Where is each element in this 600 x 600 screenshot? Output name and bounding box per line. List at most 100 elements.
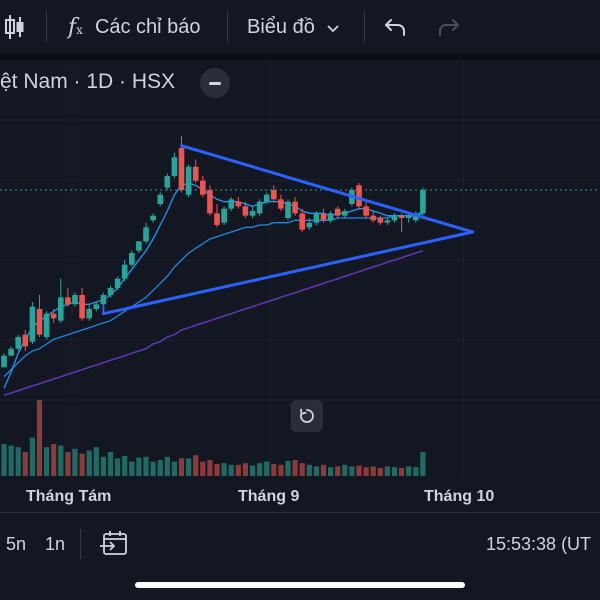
- candle-body: [65, 297, 71, 305]
- volume-bar: [150, 461, 156, 476]
- chart-type-dropdown[interactable]: Biểu đồ: [247, 0, 339, 54]
- minus-icon[interactable]: [200, 68, 230, 98]
- volume-bar: [58, 445, 64, 476]
- ma-mid-line: [3, 212, 424, 378]
- candle-body: [150, 215, 156, 221]
- volume-bar: [44, 447, 50, 476]
- candle-body: [334, 208, 341, 216]
- volume-bar: [342, 464, 348, 476]
- volume-bar: [186, 458, 192, 476]
- candle-body: [143, 227, 149, 242]
- volume-bar: [8, 445, 14, 476]
- ma-long-line: [3, 249, 424, 397]
- volume-bar: [214, 464, 220, 476]
- candle-body: [192, 166, 199, 181]
- range-5d-button[interactable]: 5n: [6, 534, 27, 554]
- top-toolbar: fx Các chỉ báo Biểu đồ: [0, 0, 600, 54]
- volume-bar: [399, 468, 405, 476]
- volume-bar: [257, 463, 263, 476]
- range-1m-button[interactable]: 1n: [45, 534, 66, 554]
- volume-bar: [79, 453, 85, 476]
- volume-bar: [235, 464, 241, 476]
- volume-bar: [242, 463, 248, 476]
- candle-body: [391, 215, 398, 221]
- volume-bar: [1, 444, 7, 476]
- undo-icon[interactable]: [384, 0, 406, 54]
- candle-body: [79, 295, 85, 319]
- clock-readout: 15:53:38 (UT: [486, 534, 592, 554]
- candle-body: [1, 355, 7, 368]
- volume-bar: [143, 456, 149, 476]
- volume-bar: [285, 460, 291, 476]
- volume-bar: [413, 467, 419, 476]
- indicators-label: Các chỉ báo: [94, 15, 201, 38]
- volume-bar: [22, 452, 28, 476]
- candle-body: [398, 215, 405, 218]
- candle-body: [93, 304, 100, 309]
- volume-bar: [228, 464, 234, 476]
- candle-body: [129, 253, 135, 265]
- volume-bar: [207, 460, 213, 476]
- candle-body: [342, 211, 348, 216]
- volume-bar: [29, 437, 35, 476]
- volume-bar: [115, 458, 121, 476]
- volume-bar: [384, 466, 390, 476]
- volume-bar: [328, 467, 334, 476]
- triangle-lower-line: [101, 230, 475, 316]
- volume-bar: [136, 457, 142, 476]
- x-axis-label: Tháng Tám: [26, 488, 112, 505]
- volume-bar: [221, 463, 227, 476]
- candle-body: [292, 201, 298, 214]
- volume-bar: [36, 400, 43, 476]
- bottom-separator: [0, 512, 600, 513]
- volume-bar: [320, 464, 327, 476]
- candle-body: [58, 297, 64, 321]
- volume-bar: [420, 452, 426, 476]
- bottom-bar: 5n 1n 15:53:38 (UT: [0, 513, 600, 571]
- indicators-button[interactable]: fx Các chỉ báo: [68, 0, 201, 54]
- candle-body: [200, 180, 206, 195]
- volume-bar: [349, 466, 355, 476]
- candle-body: [114, 278, 121, 288]
- candle-body: [171, 157, 178, 176]
- volume-bar: [264, 461, 270, 476]
- volume-bar: [178, 458, 185, 476]
- candle-body: [242, 206, 249, 216]
- candles: [1, 136, 426, 368]
- volume-bar: [51, 444, 57, 476]
- candle-body: [43, 313, 50, 337]
- volume-bar: [299, 463, 305, 476]
- candle-body: [207, 190, 213, 214]
- candle-body: [285, 201, 291, 218]
- symbol-title[interactable]: ệt Nam · 1D · HSX: [0, 70, 176, 93]
- candle-body: [22, 334, 29, 347]
- volume-bar: [363, 467, 369, 476]
- volume-bar: [93, 447, 99, 476]
- redo-icon[interactable]: [438, 0, 460, 54]
- candle-body: [327, 213, 334, 221]
- volume-bar: [100, 456, 106, 476]
- triangle-upper-line: [180, 144, 475, 234]
- candle-body: [313, 213, 320, 223]
- volume-bar: [391, 467, 398, 476]
- candle-body: [36, 309, 43, 335]
- toolbar-separator: [46, 11, 47, 43]
- candle-body: [363, 206, 369, 216]
- candle-body: [29, 306, 36, 342]
- candle-body: [370, 215, 376, 221]
- calendar-goto-icon[interactable]: [100, 530, 128, 561]
- candle-body: [271, 190, 277, 200]
- volume-bar: [129, 461, 135, 476]
- volume-bar: [335, 466, 341, 476]
- candle-body: [178, 148, 185, 190]
- reset-icon[interactable]: [291, 400, 323, 432]
- candle-body: [214, 213, 220, 225]
- candle-body: [157, 194, 163, 204]
- toolbar-separator: [364, 11, 365, 43]
- candlestick-icon[interactable]: [4, 0, 26, 54]
- volume-bar: [157, 460, 163, 476]
- volume-bar: [249, 465, 256, 476]
- home-indicator: [135, 582, 465, 588]
- candle-body: [100, 295, 107, 305]
- candle-body: [136, 241, 142, 251]
